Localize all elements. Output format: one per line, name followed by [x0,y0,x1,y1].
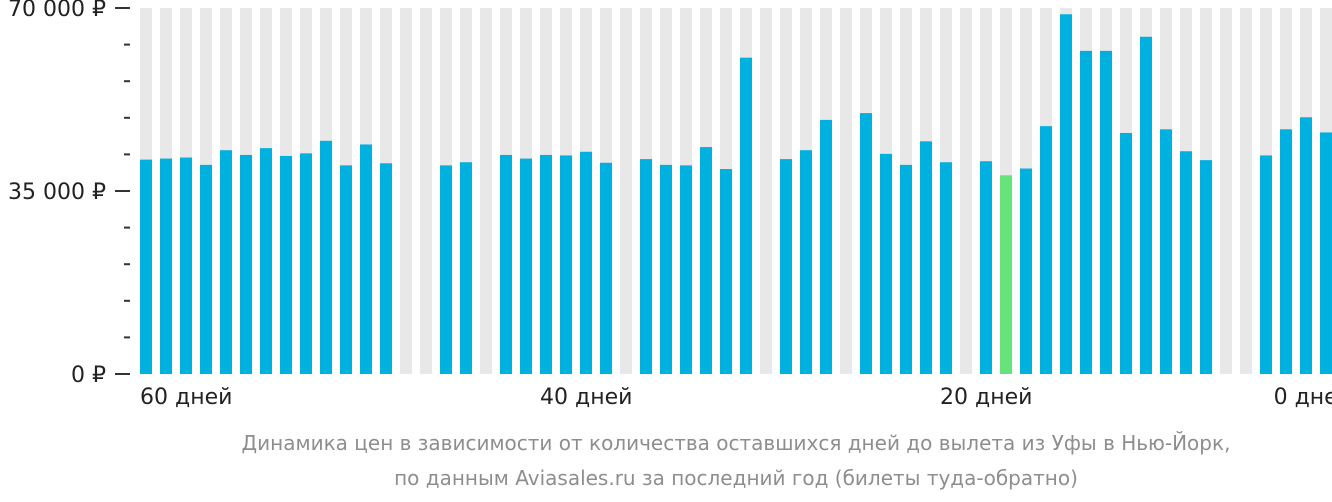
price-dynamics-chart: 0 ₽ 35 000 ₽ 70 000 ₽ 60 дней 40 дней 20 дне… [8,0,1332,410]
bar[interactable] [860,113,872,374]
bar[interactable] [640,159,652,374]
bar-band [760,8,772,374]
bar[interactable] [980,161,992,374]
bar[interactable] [440,165,452,374]
bar-band [620,8,632,374]
y-axis: 0 ₽ 35 000 ₽ 70 000 ₽ [8,0,130,388]
x-tick-label: 60 дней [140,385,232,410]
bar[interactable] [560,155,572,374]
bar[interactable] [600,162,612,374]
bar[interactable] [1080,50,1092,374]
bar[interactable] [660,164,672,374]
bar[interactable] [360,144,372,374]
bar[interactable] [340,165,352,374]
bar[interactable] [780,159,792,374]
bar[interactable] [740,57,752,375]
bar[interactable] [900,164,912,374]
bar-band [840,8,852,374]
bar[interactable] [940,162,952,374]
bar[interactable] [280,155,292,374]
bar[interactable] [300,153,312,374]
bar-band [480,8,492,374]
bar[interactable] [820,119,832,375]
bar[interactable] [680,165,692,374]
bar[interactable] [1040,126,1052,374]
bar[interactable] [1320,132,1332,374]
bar[interactable] [220,150,232,374]
bar-band [400,8,412,374]
bar-band [960,8,972,374]
x-tick-label: 20 дней [940,385,1032,410]
bar[interactable] [920,141,932,374]
bar[interactable] [1280,129,1292,374]
bar[interactable] [260,148,272,374]
bar[interactable] [1120,132,1132,374]
bar[interactable] [520,158,532,374]
bar[interactable] [700,147,712,374]
bar[interactable] [380,163,392,374]
bar[interactable] [240,154,252,374]
x-axis: 60 дней 40 дней 20 дней 0 дней [140,385,1332,410]
y-tick-label: 35 000 ₽ [8,180,106,205]
bar[interactable] [1160,129,1172,374]
bar-highlight[interactable] [1000,175,1012,374]
bar[interactable] [1020,168,1032,374]
y-tick-label: 0 ₽ [71,363,106,388]
bar[interactable] [1180,151,1192,374]
bar[interactable] [500,154,512,374]
y-tick-label: 70 000 ₽ [8,0,106,22]
bar[interactable] [140,159,152,374]
bar[interactable] [160,158,172,374]
bar[interactable] [880,153,892,374]
bar-band [420,8,432,374]
bar[interactable] [200,164,212,374]
bar[interactable] [800,150,812,374]
chart-caption-line-2: по данным Aviasales.ru за последний год … [394,466,1078,490]
bar[interactable] [1260,155,1272,374]
bar[interactable] [540,154,552,374]
bars [140,14,1332,375]
x-tick-label: 40 дней [540,385,632,410]
bar[interactable] [720,169,732,374]
bar[interactable] [1060,14,1072,374]
bar[interactable] [1100,50,1112,374]
bar-band [1220,8,1232,374]
bar[interactable] [1300,117,1312,374]
bar[interactable] [1200,160,1212,374]
bar-band [1240,8,1252,374]
chart-caption-line-1: Динамика цен в зависимости от количества… [241,431,1231,455]
bar[interactable] [460,162,472,374]
bar[interactable] [180,157,192,374]
x-tick-label: 0 дней [1274,385,1332,410]
bar[interactable] [580,151,592,374]
bar[interactable] [320,140,332,374]
background-bands [140,8,1332,374]
bar[interactable] [1140,36,1152,374]
